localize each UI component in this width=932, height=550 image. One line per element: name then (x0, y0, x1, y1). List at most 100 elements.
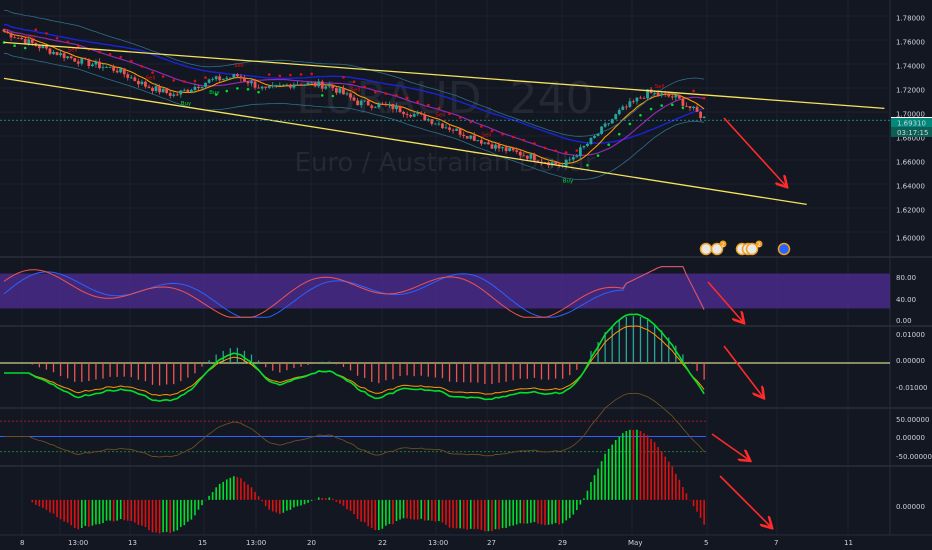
candle-body (356, 100, 359, 106)
candle-body (87, 59, 91, 67)
macd-tick: -0.01000 (896, 384, 927, 392)
sar-dot-green (607, 143, 610, 147)
bollinger-upper (3, 9, 705, 137)
candle-body (632, 101, 635, 103)
candle-body (193, 86, 197, 90)
price-tick: 1.72000 (896, 87, 925, 95)
candle-body (674, 94, 678, 98)
sar-dot-red (458, 116, 462, 119)
sar-dot-red (522, 138, 526, 142)
candle-body (518, 151, 522, 156)
sar-dot-red (416, 100, 420, 104)
candle-body (253, 81, 257, 88)
candle-body (274, 85, 278, 86)
sar-dot-green (586, 163, 589, 167)
candle-body (628, 101, 632, 107)
sar-dot-red (183, 80, 186, 83)
candle-body (133, 77, 137, 81)
candle-body (370, 105, 374, 108)
forecast-arrow (711, 433, 749, 460)
candle-body (73, 58, 77, 62)
time-tick: 20 (307, 539, 316, 547)
candle-body (285, 84, 289, 86)
candle-body (508, 147, 512, 152)
candle-body (589, 137, 593, 144)
sar-dot-red (161, 75, 165, 78)
event-icon[interactable] (699, 242, 713, 256)
sar-dot-red (45, 32, 48, 35)
candle-body (349, 93, 352, 98)
candle-body (101, 67, 105, 69)
sar-dot-green (236, 87, 239, 90)
price-tick: 1.74000 (896, 63, 925, 71)
price-tick: 1.66000 (896, 159, 925, 167)
ao-axis: 0.00000 (896, 503, 925, 511)
candle-body (373, 107, 377, 109)
sar-dot-green (214, 93, 218, 96)
sar-dot-red (34, 28, 38, 32)
sar-dot-red (119, 55, 122, 59)
candle-body (607, 123, 611, 125)
candle-body (448, 127, 451, 130)
stochastic-axis: 80.00 40.00 0.00 (896, 274, 916, 325)
sar-dot-green (628, 122, 632, 126)
event-icon[interactable] (745, 242, 759, 256)
candle-body (635, 97, 639, 102)
sar-dot-green (660, 104, 663, 107)
candle-body (48, 48, 52, 54)
grid (0, 0, 932, 536)
candle-body (568, 159, 572, 161)
candle-body (140, 81, 144, 85)
sar-dot-green (13, 44, 16, 48)
time-tick: 11 (844, 539, 853, 547)
event-icon[interactable] (710, 242, 724, 256)
sar-dot-red (702, 96, 706, 100)
price-axis[interactable]: 1.78000 1.76000 1.74000 1.72000 1.70000 … (896, 15, 925, 243)
candle-body (515, 150, 519, 152)
candle-body (235, 74, 239, 77)
sar-dot-red (501, 132, 504, 136)
candle-body (214, 76, 218, 80)
forecast-arrow (719, 475, 771, 527)
event-count-badge (755, 240, 763, 248)
candle-body (479, 140, 483, 144)
candle-body (55, 52, 59, 56)
sar-dot-red (299, 73, 303, 76)
time-axis[interactable]: 8 13:00 13 15 13:00 20 22 13:00 27 29 Ma… (20, 539, 853, 547)
candle-body (271, 85, 275, 87)
time-tick: 7 (774, 539, 778, 547)
candle-body (593, 135, 596, 138)
candle-body (168, 93, 172, 96)
price-tick: 1.70000 (896, 111, 925, 119)
candle-body (122, 68, 126, 75)
candle-body (469, 135, 473, 139)
candle-body (398, 106, 402, 112)
ao-tick: 0.00000 (896, 503, 925, 511)
candle-body (388, 104, 391, 106)
candle-body (642, 98, 646, 99)
sar-dot-red (511, 135, 515, 139)
candle-body (695, 106, 699, 112)
candle-body (289, 84, 292, 88)
candle-body (91, 64, 94, 67)
candle-body (45, 46, 48, 49)
candle-body (416, 113, 420, 115)
candle-body (688, 106, 692, 109)
candle-body (119, 68, 123, 73)
oscillator-axis: 50.00000 0.00000 -50.00000 (896, 416, 932, 461)
candle-body (9, 32, 13, 38)
macd-tick: 0.01000 (896, 331, 925, 339)
candle-body (115, 70, 119, 73)
candle-body (342, 88, 345, 95)
sell-signal-label: Sell (145, 75, 155, 81)
sar-dot-red (289, 73, 292, 77)
stoch-tick: 40.00 (896, 296, 916, 304)
candle-body (497, 144, 501, 149)
sell-signal-label: Sell (481, 132, 491, 138)
event-markers[interactable]: 2 2 (699, 240, 791, 256)
event-icon[interactable] (777, 242, 791, 256)
sar-dot-red (363, 85, 366, 89)
candle-body (204, 82, 207, 87)
price-pane[interactable]: Sell Sell Sell Sell Sell Sell Sell Sell Buy Buy Bu… (0, 9, 890, 206)
